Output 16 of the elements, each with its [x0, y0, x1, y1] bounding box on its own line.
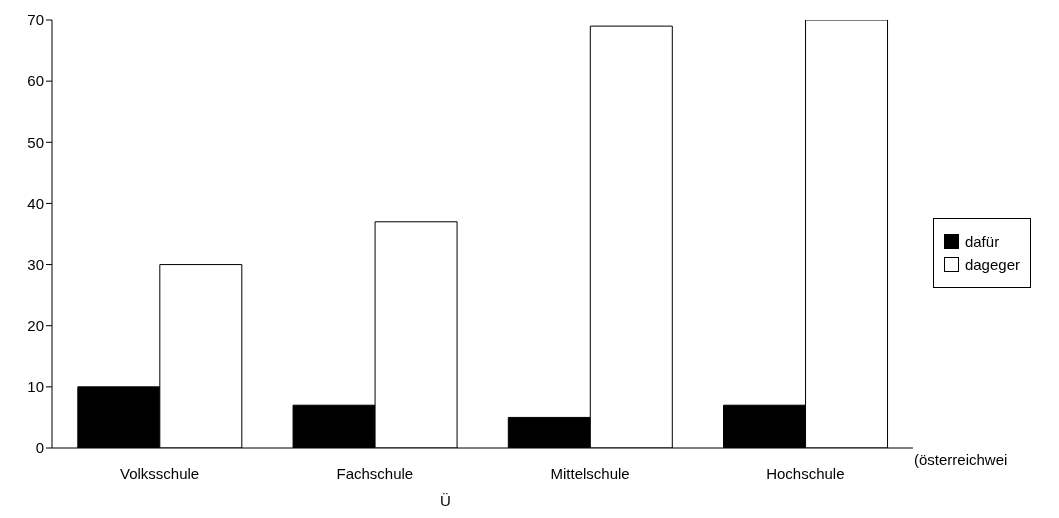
x-tick-label: Hochschule	[766, 464, 845, 482]
text: Ü	[440, 492, 451, 509]
y-tick-label: 40	[27, 194, 44, 212]
y-tick-label: 20	[27, 317, 44, 335]
x-tick-label: Volksschule	[120, 464, 200, 482]
y-tick-label: 10	[27, 378, 44, 396]
y-tick-label: 0	[35, 439, 44, 457]
legend-label: dafür	[964, 233, 1000, 250]
y-tick-label: 30	[27, 255, 44, 273]
y-tick-label: 50	[27, 133, 44, 151]
text: (österreichwei	[914, 451, 1008, 468]
x-tick-label: Mittelschule	[550, 464, 630, 482]
y-tick-label: 60	[27, 72, 44, 90]
y-tick-label: 70	[27, 11, 44, 29]
legend-label: dageger	[964, 256, 1020, 273]
x-tick-label: Fachschule	[336, 464, 414, 482]
